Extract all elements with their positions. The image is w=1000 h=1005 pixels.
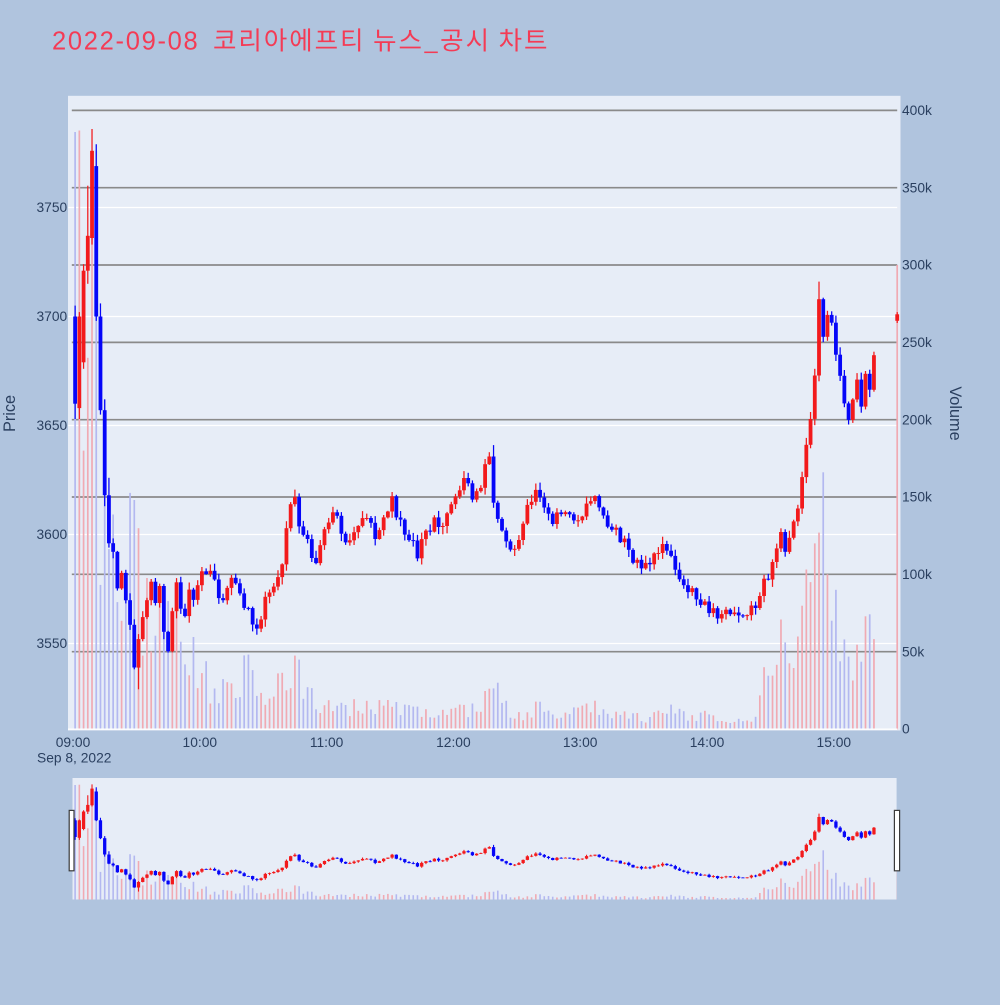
svg-text:2022-09-08: 2022-09-08 (52, 28, 199, 56)
svg-text:Volume: Volume (946, 386, 964, 440)
svg-text:350k: 350k (902, 180, 932, 195)
svg-text:300k: 300k (902, 258, 932, 273)
svg-text:3650: 3650 (36, 418, 67, 433)
svg-text:10:00: 10:00 (183, 735, 218, 750)
svg-text:50k: 50k (902, 644, 924, 659)
svg-text:150k: 150k (902, 490, 932, 505)
svg-text:13:00: 13:00 (563, 735, 598, 750)
svg-text:09:00: 09:00 (56, 735, 91, 750)
svg-text:200k: 200k (902, 412, 932, 427)
svg-text:3750: 3750 (36, 200, 67, 215)
svg-text:3700: 3700 (36, 309, 67, 324)
svg-text:3550: 3550 (36, 636, 67, 651)
svg-text:100k: 100k (902, 567, 932, 582)
svg-text:Sep 8, 2022: Sep 8, 2022 (37, 751, 111, 766)
svg-text:12:00: 12:00 (436, 735, 471, 750)
svg-text:14:00: 14:00 (690, 735, 725, 750)
svg-text:400k: 400k (902, 103, 932, 118)
svg-text:11:00: 11:00 (310, 735, 344, 750)
svg-text:3600: 3600 (36, 527, 67, 542)
svg-text:250k: 250k (902, 335, 932, 350)
svg-text:Price: Price (1, 395, 19, 432)
svg-text:0: 0 (902, 722, 910, 737)
svg-text:15:00: 15:00 (817, 735, 852, 750)
